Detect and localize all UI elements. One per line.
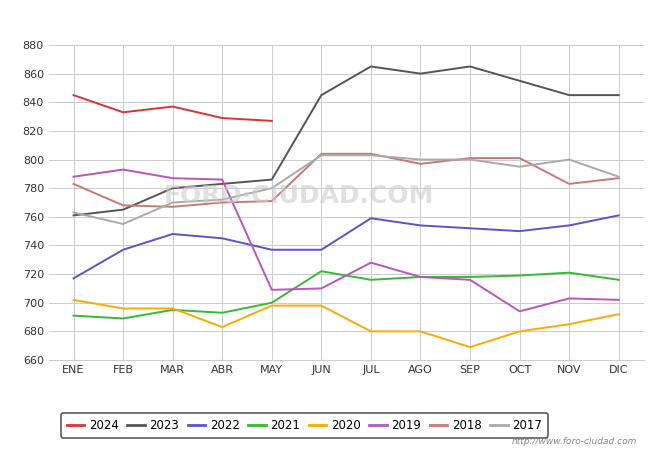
Text: FORO·CIUDAD.COM: FORO·CIUDAD.COM	[163, 184, 434, 208]
Text: Afiliados en La Torre de Claramunt a 31/5/2024: Afiliados en La Torre de Claramunt a 31/…	[129, 11, 521, 29]
Text: http://www.foro-ciudad.com: http://www.foro-ciudad.com	[512, 436, 637, 446]
Legend: 2024, 2023, 2022, 2021, 2020, 2019, 2018, 2017: 2024, 2023, 2022, 2021, 2020, 2019, 2018…	[60, 413, 549, 437]
